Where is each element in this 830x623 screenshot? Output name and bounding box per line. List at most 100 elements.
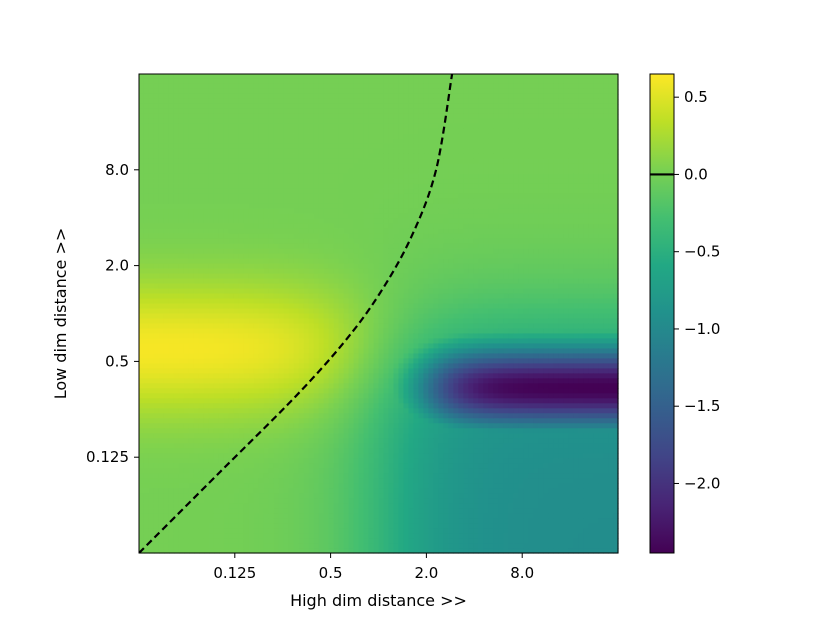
heatmap-cell [323,243,330,250]
heatmap-cell [153,233,160,240]
heatmap-cell [198,283,205,290]
heatmap-cell [328,128,335,135]
heatmap-cell [298,228,305,235]
heatmap-cell [378,283,385,290]
heatmap-cell [158,253,165,260]
heatmap-cell [573,313,579,320]
heatmap-cell [153,158,160,165]
heatmap-cell [528,303,534,310]
heatmap-cell [413,278,420,285]
heatmap-cell [393,238,400,245]
heatmap-cell [403,133,410,140]
heatmap-cell [139,328,145,335]
heatmap-cell [328,123,335,130]
heatmap-cell [193,178,200,185]
heatmap-cell [613,138,619,145]
heatmap-cell [568,153,574,160]
heatmap-cell [558,318,564,325]
heatmap-cell [573,108,579,115]
heatmap-cell [348,153,355,160]
heatmap-cell [593,123,599,130]
heatmap-cell [448,218,454,225]
heatmap-cell [428,138,434,145]
heatmap-cell [153,123,160,130]
heatmap-cell [223,283,230,290]
heatmap-cell [293,263,300,270]
heatmap-cell [608,278,614,285]
heatmap-cell [553,328,559,335]
heatmap-cell [298,218,305,225]
heatmap-cell [328,213,335,220]
heatmap-cell [568,268,574,275]
heatmap-cell [453,258,459,265]
heatmap-cell [198,293,205,300]
heatmap-cell [193,188,200,195]
heatmap-cell [403,323,410,330]
heatmap-cell [438,233,444,240]
heatmap-cell [488,128,494,135]
heatmap-cell [263,173,270,180]
heatmap-cell [488,298,494,305]
heatmap-cell [453,253,459,260]
heatmap-cell [478,128,484,135]
heatmap-cell [548,258,554,265]
heatmap-cell [423,88,429,95]
heatmap-cell [148,183,155,190]
heatmap-cell [388,283,395,290]
heatmap-cell [473,88,479,95]
heatmap-cell [288,168,295,175]
heatmap-cell [483,78,489,85]
heatmap-cell [173,133,180,140]
heatmap-cell [558,183,564,190]
heatmap-cell [253,283,260,290]
heatmap-cell [613,118,619,125]
heatmap-cell [453,153,459,160]
heatmap-cell [328,133,335,140]
heatmap-cell [588,108,594,115]
heatmap-cell [218,318,225,325]
heatmap-cell [448,148,454,155]
heatmap-cell [368,128,375,135]
heatmap-cell [228,258,235,265]
heatmap-cell [258,283,265,290]
heatmap-cell [593,268,599,275]
heatmap-cell [313,238,320,245]
heatmap-cell [473,308,479,315]
heatmap-cell [573,103,579,110]
heatmap-cell [178,323,185,330]
heatmap-cell [298,238,305,245]
heatmap-cell [478,283,484,290]
heatmap-cell [438,88,444,95]
heatmap-cell [183,248,190,255]
heatmap-cell [373,213,380,220]
heatmap-cell [238,223,245,230]
heatmap-cell [503,313,509,320]
heatmap-cell [178,313,185,320]
heatmap-cell [303,248,310,255]
heatmap-cell [348,108,355,115]
heatmap-cell [373,258,380,265]
heatmap-cell [353,228,360,235]
heatmap-cell [298,158,305,165]
heatmap-cell [498,228,504,235]
heatmap-cell [283,293,290,300]
heatmap-cell [148,83,155,90]
heatmap-cell [463,193,469,200]
heatmap-cell [173,298,180,305]
heatmap-cell [373,158,380,165]
heatmap-cell [233,243,240,250]
heatmap-cell [593,313,599,320]
heatmap-cell [443,278,449,285]
heatmap-cell [533,193,539,200]
heatmap-cell [508,173,514,180]
heatmap-cell [163,293,170,300]
heatmap-cell [318,208,325,215]
heatmap-cell [193,103,200,110]
heatmap-cell [198,313,205,320]
heatmap-cell [208,78,215,85]
heatmap-cell [163,198,170,205]
heatmap-cell [353,223,360,230]
heatmap-cell [143,283,150,290]
heatmap-cell [243,78,250,85]
heatmap-cell [143,308,150,315]
